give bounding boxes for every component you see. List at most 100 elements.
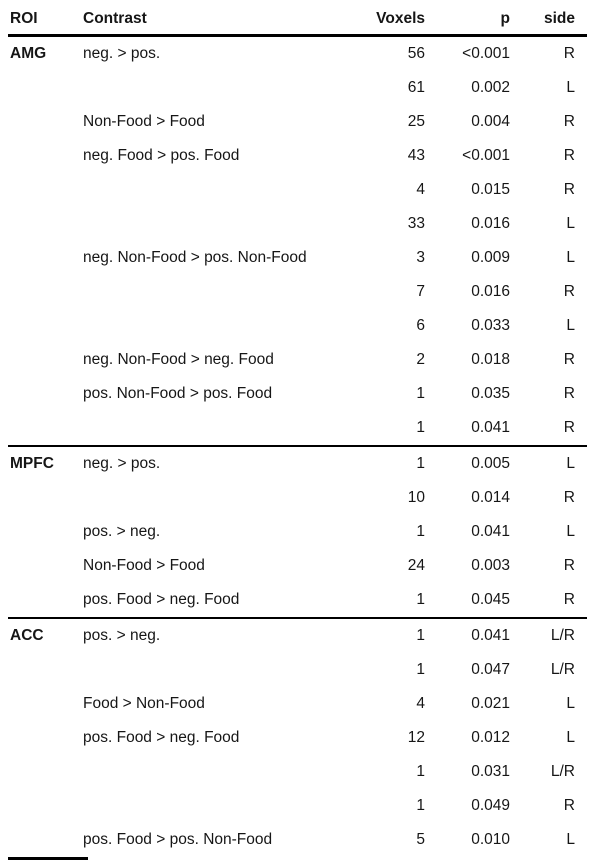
side-cell: L	[566, 695, 575, 712]
voxels-cell: 4	[416, 695, 425, 712]
side-cell: R	[563, 181, 575, 198]
voxels-cell: 3	[416, 249, 425, 266]
column-header-side: side	[543, 9, 575, 27]
voxels-cell: 1	[416, 419, 425, 436]
table-row: neg. Food > pos. Food 43 <0.001 R	[8, 139, 587, 173]
table-row: 7 0.016 R	[8, 275, 587, 309]
p-value-cell: 0.015	[471, 181, 510, 198]
column-header-roi: ROI	[10, 9, 38, 27]
table-row: 10 0.014 R	[8, 481, 587, 515]
p-value-cell: 0.016	[471, 215, 510, 232]
voxels-cell: 61	[407, 79, 425, 96]
p-value-cell: 0.016	[471, 283, 510, 300]
side-cell: L	[566, 455, 575, 472]
side-cell: L/R	[550, 763, 575, 780]
p-value-cell: 0.041	[471, 523, 510, 540]
voxels-cell: 1	[416, 385, 425, 402]
table-row: 1 0.041 R	[8, 411, 587, 445]
side-cell: L	[566, 249, 575, 266]
table-row: pos. Food > neg. Food 12 0.012 L	[8, 721, 587, 755]
side-cell: R	[563, 113, 575, 130]
column-header-p: p	[500, 9, 510, 27]
contrast-cell: pos. Food > pos. Non-Food	[83, 831, 273, 848]
p-value-cell: 0.035	[471, 385, 510, 402]
p-value-cell: 0.033	[471, 317, 510, 334]
voxels-cell: 1	[416, 797, 425, 814]
p-value-cell: <0.001	[462, 45, 510, 62]
contrast-cell: neg. > pos.	[83, 455, 161, 472]
side-cell: L/R	[550, 627, 575, 644]
side-cell: L	[566, 215, 575, 232]
p-value-cell: 0.031	[471, 763, 510, 780]
table-body: AMG neg. > pos. 56 <0.001 R 61 0.002 L Non-Food …	[8, 37, 587, 857]
side-cell: R	[563, 489, 575, 506]
table-row: Non-Food > Food 24 0.003 R	[8, 549, 587, 583]
p-value-cell: 0.041	[471, 627, 510, 644]
contrast-cell: Non-Food > Food	[83, 113, 205, 130]
contrast-cell: Food > Non-Food	[83, 695, 205, 712]
voxels-cell: 1	[416, 627, 425, 644]
side-cell: R	[563, 283, 575, 300]
p-value-cell: 0.002	[471, 79, 510, 96]
table-row: neg. Non-Food > pos. Non-Food 3 0.009 L	[8, 241, 587, 275]
voxels-cell: 6	[416, 317, 425, 334]
table-header-row: ROI Contrast Voxels p side	[8, 0, 587, 37]
table-row: ACC pos. > neg. 1 0.041 L/R	[8, 619, 587, 653]
p-value-cell: 0.012	[471, 729, 510, 746]
contrast-cell: pos. > neg.	[83, 523, 161, 540]
table-row: 6 0.033 L	[8, 309, 587, 343]
table-row: Non-Food > Food 25 0.004 R	[8, 105, 587, 139]
voxels-cell: 33	[407, 215, 425, 232]
p-value-cell: 0.009	[471, 249, 510, 266]
voxels-cell: 56	[407, 45, 425, 62]
table-row: 1 0.047 L/R	[8, 653, 587, 687]
p-value-cell: 0.047	[471, 661, 510, 678]
voxels-cell: 43	[407, 147, 425, 164]
voxels-cell: 10	[407, 489, 425, 506]
side-cell: R	[563, 797, 575, 814]
table-row: pos. > neg. 1 0.041 L	[8, 515, 587, 549]
voxels-cell: 1	[416, 661, 425, 678]
p-value-cell: <0.001	[462, 147, 510, 164]
table-row: pos. Non-Food > pos. Food 1 0.035 R	[8, 377, 587, 411]
p-value-cell: 0.045	[471, 591, 510, 608]
side-cell: R	[563, 45, 575, 62]
p-value-cell: 0.041	[471, 419, 510, 436]
contrast-cell: Non-Food > Food	[83, 557, 205, 574]
side-cell: L	[566, 729, 575, 746]
contrast-cell: neg. Non-Food > pos. Non-Food	[83, 249, 307, 266]
side-cell: R	[563, 557, 575, 574]
p-value-cell: 0.049	[471, 797, 510, 814]
roi-cell: AMG	[10, 45, 47, 62]
table-row: 33 0.016 L	[8, 207, 587, 241]
contrast-cell: neg. Non-Food > neg. Food	[83, 351, 274, 368]
contrast-cell: pos. > neg.	[83, 627, 161, 644]
table-row: 1 0.049 R	[8, 789, 587, 823]
roi-results-table: ROI Contrast Voxels p side AMG neg. > pos…	[8, 0, 587, 857]
table-row: 61 0.002 L	[8, 71, 587, 105]
contrast-cell: pos. Food > neg. Food	[83, 729, 240, 746]
side-cell: R	[563, 591, 575, 608]
side-cell: L	[566, 317, 575, 334]
roi-cell: MPFC	[10, 455, 54, 472]
side-cell: R	[563, 419, 575, 436]
contrast-cell: neg. > pos.	[83, 45, 161, 62]
p-value-cell: 0.005	[471, 455, 510, 472]
voxels-cell: 24	[407, 557, 425, 574]
column-header-voxels: Voxels	[376, 9, 425, 27]
table-row: MPFC neg. > pos. 1 0.005 L	[8, 447, 587, 481]
voxels-cell: 1	[416, 455, 425, 472]
table-row: neg. Non-Food > neg. Food 2 0.018 R	[8, 343, 587, 377]
p-value-cell: 0.003	[471, 557, 510, 574]
voxels-cell: 1	[416, 523, 425, 540]
side-cell: L/R	[550, 661, 575, 678]
table-row: Food > Non-Food 4 0.021 L	[8, 687, 587, 721]
p-value-cell: 0.014	[471, 489, 510, 506]
table-bottom-rule-partial	[8, 857, 88, 860]
voxels-cell: 1	[416, 591, 425, 608]
table-row: 4 0.015 R	[8, 173, 587, 207]
p-value-cell: 0.010	[471, 831, 510, 848]
side-cell: R	[563, 385, 575, 402]
